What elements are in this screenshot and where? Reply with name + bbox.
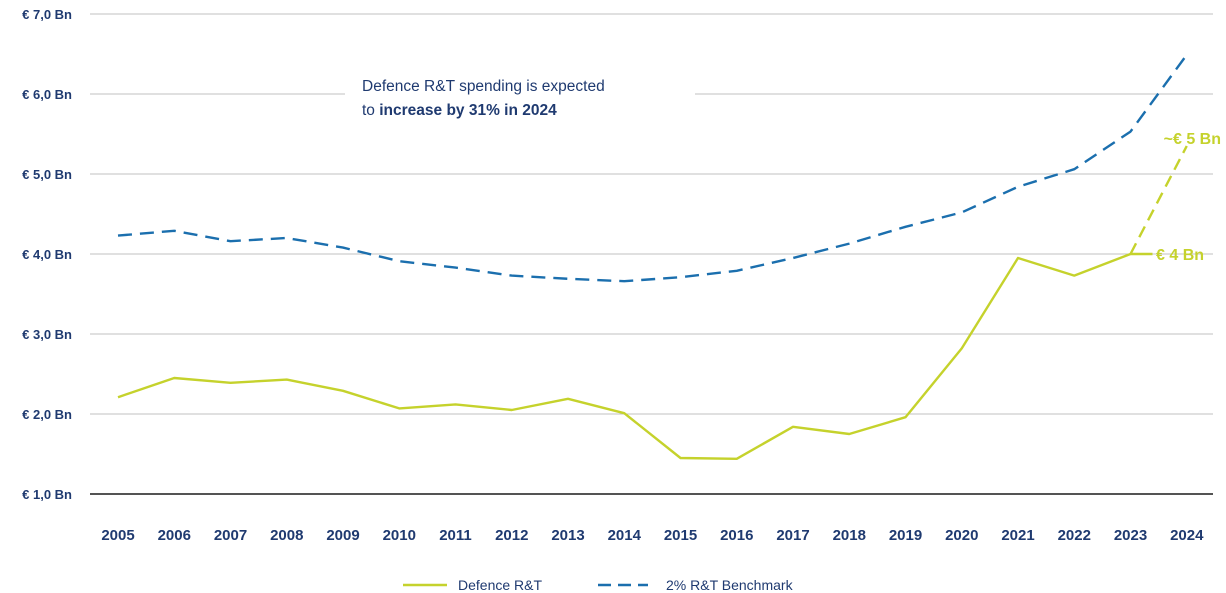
x-tick-label: 2018 (833, 527, 866, 544)
x-tick-label: 2013 (551, 527, 584, 544)
x-tick-label: 2017 (776, 527, 809, 544)
x-tick-label: 2024 (1170, 527, 1204, 544)
x-axis-ticks: 2005 2006 2007 2008 2009 2010 2011 2012 2013 2014… (101, 527, 1204, 544)
x-tick-label: 2022 (1058, 527, 1091, 544)
x-tick-label: 2007 (214, 527, 247, 544)
x-tick-label: 2020 (945, 527, 978, 544)
annotation-line-2-prefix: to (362, 102, 379, 119)
x-tick-label: 2009 (326, 527, 359, 544)
annotation-line-2: to increase by 31% in 2024 (362, 102, 557, 119)
actual-2023-label: € 4 Bn (1156, 247, 1204, 264)
legend: Defence R&T 2% R&T Benchmark (403, 577, 794, 593)
x-tick-label: 2010 (383, 527, 416, 544)
y-tick-label: € 1,0 Bn (22, 487, 72, 502)
y-tick-label: € 5,0 Bn (22, 167, 72, 182)
y-tick-label: € 6,0 Bn (22, 87, 72, 102)
annotation-background (345, 70, 695, 126)
x-tick-label: 2011 (439, 527, 472, 544)
series-line-defence-rt-projection (1129, 145, 1188, 255)
projection-2024-label: ~€ 5 Bn (1164, 131, 1221, 148)
series-line-defence-rt (117, 252, 1131, 460)
x-tick-label: 2023 (1114, 527, 1147, 544)
y-tick-label: € 7,0 Bn (22, 7, 72, 22)
legend-label-defence-rt: Defence R&T (458, 577, 542, 593)
end-labels: ~€ 5 Bn € 4 Bn (1156, 131, 1221, 264)
x-tick-label: 2014 (608, 527, 642, 544)
x-tick-label: 2012 (495, 527, 528, 544)
x-tick-label: 2019 (889, 527, 922, 544)
y-tick-label: € 2,0 Bn (22, 407, 72, 422)
y-tick-label: € 3,0 Bn (22, 327, 72, 342)
series-line-benchmark (117, 54, 1188, 283)
y-axis-ticks: € 1,0 Bn € 2,0 Bn € 3,0 Bn € 4,0 Bn € 5,0 Bn… (22, 7, 72, 502)
legend-label-benchmark: 2% R&T Benchmark (666, 577, 794, 593)
x-tick-label: 2008 (270, 527, 303, 544)
x-tick-label: 2005 (101, 527, 134, 544)
x-tick-label: 2006 (158, 527, 191, 544)
x-tick-label: 2015 (664, 527, 697, 544)
annotation-line-2-highlight: increase by 31% in 2024 (379, 102, 557, 119)
chart-annotation: Defence R&T spending is expected to incr… (345, 70, 695, 126)
x-tick-label: 2016 (720, 527, 753, 544)
x-tick-label: 2021 (1001, 527, 1034, 544)
y-tick-label: € 4,0 Bn (22, 247, 72, 262)
series-lines (117, 54, 1188, 460)
annotation-line-1: Defence R&T spending is expected (362, 78, 605, 95)
